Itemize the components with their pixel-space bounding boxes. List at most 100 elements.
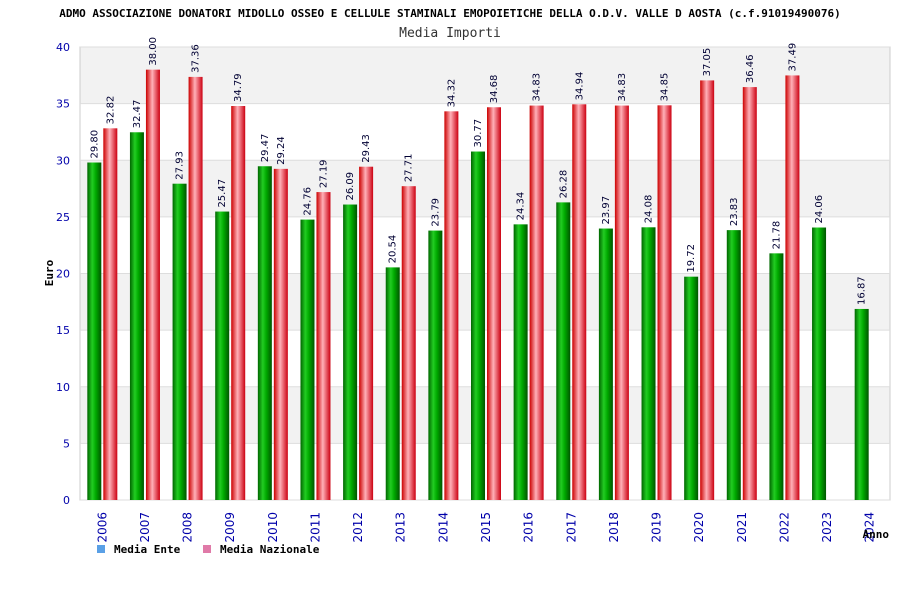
x-tick-label: 2008	[181, 512, 195, 543]
bar-media-ente	[854, 308, 869, 500]
bar-media-ente	[471, 151, 485, 500]
value-label: 19.72	[686, 244, 697, 273]
bar-media-ente	[257, 166, 272, 500]
bars	[87, 69, 869, 501]
value-label: 29.24	[276, 136, 287, 165]
value-label: 30.77	[473, 119, 484, 148]
value-label: 27.19	[318, 159, 329, 188]
bar-media-ente	[598, 228, 613, 501]
x-tick-label: 2012	[351, 512, 365, 543]
y-tick-label: 0	[63, 494, 70, 507]
bar-media-nazionale	[785, 75, 800, 500]
bar-media-nazionale	[359, 166, 374, 500]
x-tick-label: 2021	[735, 512, 749, 543]
bar-media-ente	[769, 253, 784, 500]
value-label: 24.06	[814, 195, 825, 224]
value-label: 37.49	[787, 43, 798, 72]
legend-label-media-nazionale: Media Nazionale	[220, 543, 320, 556]
value-label: 37.36	[191, 44, 202, 73]
bar-media-ente	[684, 276, 699, 500]
y-tick-label: 10	[56, 381, 70, 394]
bar-media-nazionale	[273, 168, 288, 500]
bar-media-ente	[87, 162, 102, 500]
bar-media-ente	[812, 227, 827, 500]
x-tick-label: 2019	[650, 512, 664, 543]
y-tick-label: 30	[56, 154, 70, 167]
bar-media-ente	[172, 183, 187, 500]
y-axis-title: Euro	[43, 259, 56, 286]
x-tick-label: 2015	[479, 512, 493, 543]
x-tick-label: 2014	[436, 512, 450, 543]
value-label: 23.97	[601, 196, 612, 225]
legend-label-media-ente: Media Ente	[114, 543, 181, 556]
bar-media-ente	[215, 211, 230, 500]
bar-media-nazionale	[103, 128, 118, 500]
bar-media-ente	[726, 230, 741, 500]
x-tick-label: 2010	[266, 512, 280, 543]
x-tick-label: 2023	[820, 512, 834, 543]
bar-media-nazionale	[700, 80, 715, 500]
bar-media-nazionale	[657, 105, 672, 500]
value-label: 34.79	[233, 73, 244, 102]
value-label: 29.47	[260, 134, 271, 163]
bar-media-nazionale	[614, 105, 629, 501]
bar-media-ente	[385, 267, 400, 500]
y-tick-labels: 0 5 10 15 20 25 30 35 40	[56, 41, 70, 507]
bar-media-ente	[129, 132, 144, 500]
bar-media-nazionale	[487, 107, 501, 501]
legend: Media Ente Media Nazionale	[97, 543, 320, 556]
value-label: 34.94	[574, 72, 585, 101]
x-tick-label: 2016	[522, 512, 536, 543]
value-label: 16.87	[857, 276, 868, 305]
value-label: 23.79	[430, 198, 441, 227]
bar-media-nazionale	[316, 192, 331, 501]
chart-title: ADMO ASSOCIAZIONE DONATORI MIDOLLO OSSEO…	[59, 7, 840, 20]
value-label: 32.47	[132, 100, 143, 129]
value-label: 32.82	[105, 96, 116, 125]
bar-media-ente	[556, 202, 571, 500]
value-label: 24.76	[302, 187, 313, 216]
value-label: 20.54	[388, 235, 399, 264]
bar-media-ente	[513, 224, 528, 501]
y-tick-label: 25	[56, 211, 70, 224]
y-tick-label: 20	[56, 268, 70, 281]
bar-media-ente	[343, 204, 358, 500]
value-label: 38.00	[148, 37, 159, 66]
value-label: 29.80	[89, 130, 100, 159]
bar-media-ente	[300, 219, 315, 500]
value-label: 37.05	[702, 48, 713, 77]
bar-media-nazionale	[401, 186, 416, 500]
x-tick-label: 2013	[394, 512, 408, 543]
y-tick-label: 5	[63, 437, 70, 450]
value-label: 27.93	[175, 151, 186, 180]
y-tick-label: 35	[56, 98, 70, 111]
value-labels: 29.80 32.82 32.47 38.00 27.93 37.36 25.47 34.79…	[89, 37, 867, 305]
value-label: 34.83	[617, 73, 628, 102]
x-tick-label: 2018	[607, 512, 621, 543]
bar-media-nazionale	[188, 76, 203, 500]
y-tick-label: 15	[56, 324, 70, 337]
x-tick-label: 2007	[138, 512, 152, 543]
bar-media-ente	[428, 230, 443, 500]
value-label: 27.71	[404, 154, 415, 183]
value-label: 29.43	[361, 134, 372, 163]
value-label: 34.83	[532, 73, 543, 102]
x-tick-label: 2006	[95, 512, 109, 543]
bar-media-nazionale	[572, 104, 587, 500]
value-label: 24.34	[516, 192, 527, 221]
bar-media-nazionale	[145, 69, 160, 501]
value-label: 23.83	[729, 197, 740, 226]
legend-swatch-media-nazionale	[203, 545, 211, 553]
bar-media-nazionale	[742, 87, 757, 500]
bar-media-nazionale	[529, 105, 544, 501]
value-label: 21.78	[771, 221, 782, 250]
x-tick-label: 2011	[308, 512, 322, 543]
x-tick-label: 2017	[564, 512, 578, 543]
x-axis-title: Anno	[863, 528, 890, 541]
chart-subtitle: Media Importi	[399, 26, 501, 41]
value-label: 34.32	[446, 79, 457, 108]
legend-swatch-media-ente	[97, 545, 105, 553]
x-tick-labels: 2006 2007 2008 2009 2010 2011 2012 2013 2014 2015…	[95, 512, 876, 543]
x-tick-label: 2020	[692, 512, 706, 543]
